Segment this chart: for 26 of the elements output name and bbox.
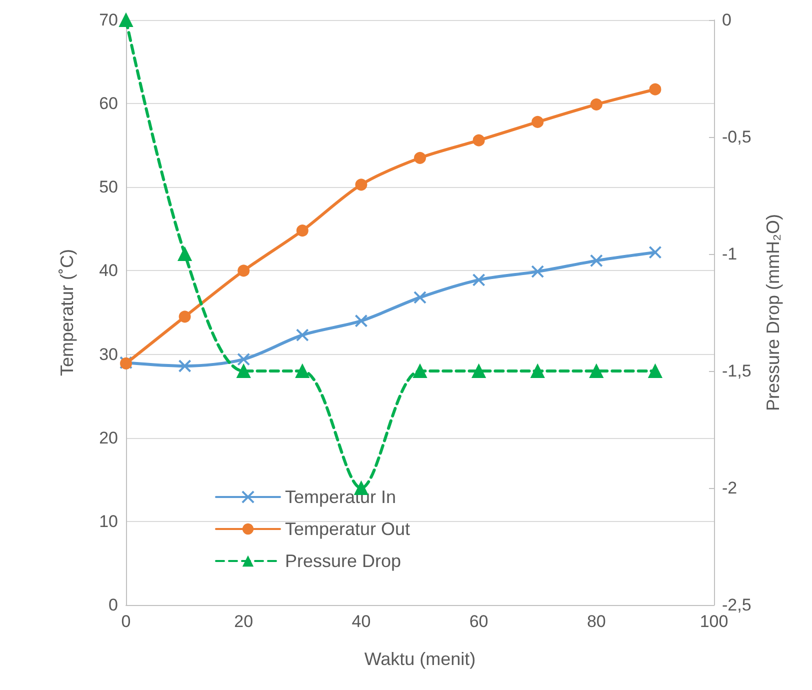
y-tick-label: 60 (99, 94, 118, 114)
y-tick-label: 70 (99, 10, 118, 30)
y-tick-label: 20 (99, 428, 118, 448)
y2-tick-label: -0,5 (722, 128, 752, 146)
x-tick-label: 20 (234, 612, 254, 631)
y2-tick-label: -1,5 (722, 362, 752, 380)
legend-label: Pressure Drop (285, 551, 402, 571)
y-tick-label: 10 (99, 512, 118, 531)
y-tick-label: 30 (99, 344, 118, 364)
y-axis-title: Temperatur (˚C) (57, 248, 77, 376)
y-tick-label: 50 (99, 178, 118, 197)
x-axis-title: Waktu (menit) (364, 649, 476, 669)
y-tick-label: 40 (99, 261, 118, 280)
y2-tick-label: -1 (722, 244, 738, 264)
y-tick-label: 0 (108, 596, 118, 614)
y2-tick-label: -2 (722, 478, 738, 498)
x-tick-label: 80 (586, 612, 606, 631)
x-tick-label: 60 (469, 612, 488, 631)
y2-axis-title: Pressure Drop (mmH₂O) (763, 214, 783, 412)
y2-tick-label: -2,5 (722, 596, 752, 614)
x-tick-label: 0 (121, 612, 131, 631)
y2-tick-label: 0 (722, 10, 732, 30)
legend-label: Temperatur In (285, 487, 396, 507)
x-tick-label: 40 (352, 612, 371, 631)
legend-label: Temperatur Out (285, 519, 410, 539)
x-tick-label: 100 (700, 612, 728, 631)
